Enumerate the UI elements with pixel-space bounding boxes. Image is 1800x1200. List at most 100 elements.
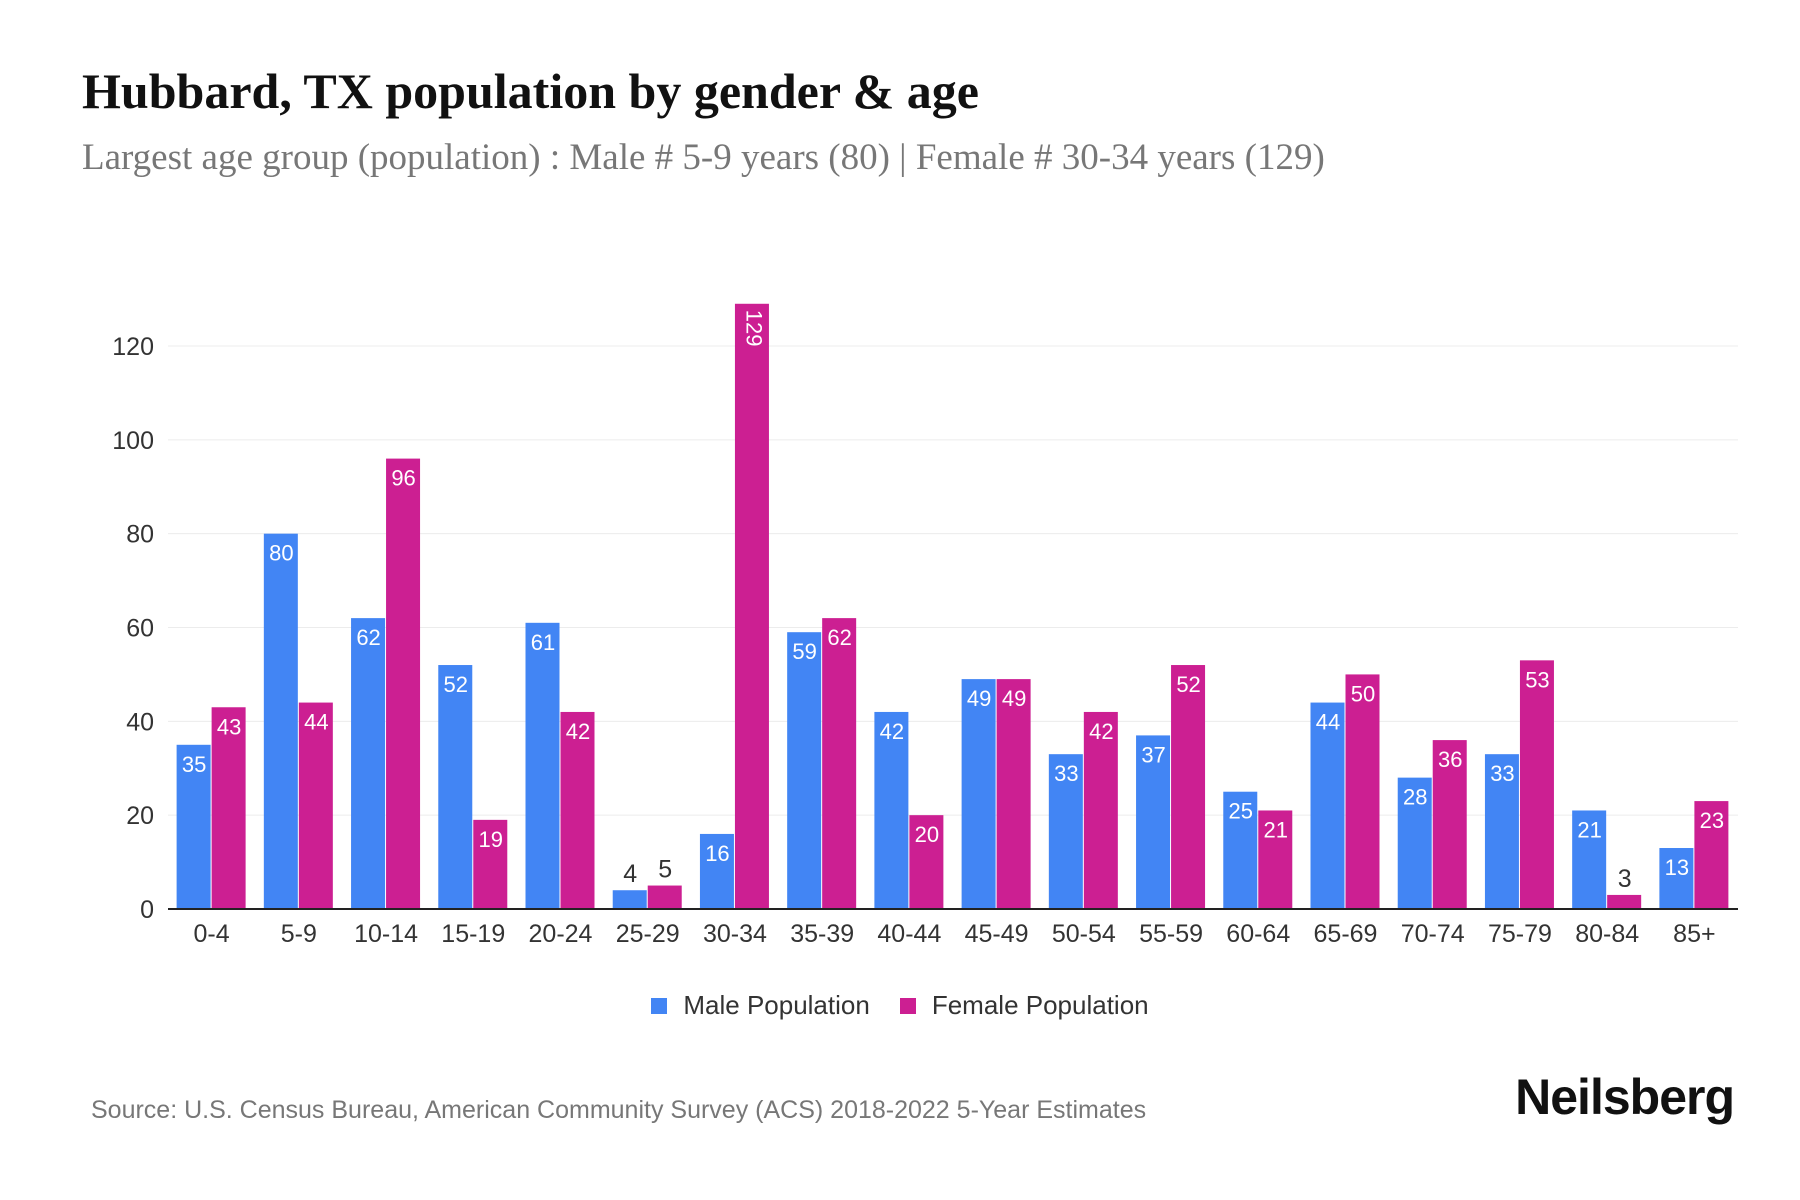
data-label: 53: [1525, 667, 1549, 692]
bar-female: [1432, 740, 1467, 909]
bar-male: [1659, 848, 1694, 909]
x-tick-label: 25-29: [616, 920, 680, 948]
data-label: 49: [1002, 686, 1026, 711]
data-label: 33: [1054, 761, 1078, 786]
data-label: 4: [623, 860, 637, 888]
x-tick-label: 65-69: [1314, 920, 1378, 948]
bar-male: [874, 711, 909, 909]
bar-male: [1397, 777, 1432, 909]
y-tick-label: 120: [112, 333, 154, 361]
bar-male: [176, 744, 211, 909]
bar-female: [211, 707, 246, 909]
bar-female: [822, 618, 857, 909]
bar-female: [996, 679, 1031, 909]
y-tick-label: 60: [126, 615, 154, 643]
source-note: Source: U.S. Census Bureau, American Com…: [91, 1096, 1147, 1124]
data-label: 42: [1089, 719, 1113, 744]
y-tick-label: 0: [140, 896, 154, 924]
bar-male: [263, 533, 298, 909]
x-tick-label: 20-24: [529, 920, 593, 948]
data-label: 44: [304, 710, 328, 735]
x-tick-label: 70-74: [1401, 920, 1465, 948]
data-label: 50: [1351, 681, 1375, 706]
legend-label-female: Female Population: [931, 990, 1149, 1020]
bar-female: [1607, 894, 1642, 909]
bar-female: [1519, 660, 1554, 909]
x-tick-label: 80-84: [1575, 920, 1639, 948]
bar-male: [525, 622, 560, 909]
bar-female: [734, 303, 769, 909]
data-label: 44: [1316, 710, 1340, 735]
legend-item-male[interactable]: Male Population: [651, 990, 870, 1021]
data-label: 21: [1264, 817, 1288, 842]
bar-male: [612, 890, 647, 909]
legend-swatch-female: [899, 997, 916, 1014]
bar-female: [298, 702, 333, 909]
bar-female: [473, 819, 508, 909]
bar-male: [438, 665, 473, 909]
data-label: 52: [1176, 672, 1200, 697]
x-tick-label: 50-54: [1052, 920, 1116, 948]
data-label: 42: [566, 719, 590, 744]
bar-male: [787, 632, 822, 909]
data-label: 43: [217, 714, 241, 739]
data-label: 61: [531, 630, 555, 655]
x-tick-label: 5-9: [281, 920, 317, 948]
data-label: 42: [880, 719, 904, 744]
bar-male: [1223, 791, 1258, 909]
bar-female: [1171, 665, 1206, 909]
bar-male: [1484, 754, 1519, 909]
data-label: 80: [269, 541, 293, 566]
data-label: 36: [1438, 747, 1462, 772]
data-label: 5: [658, 856, 672, 884]
chart-subtitle: Largest age group (population) : Male # …: [82, 137, 1325, 178]
data-label: 21: [1577, 817, 1601, 842]
bar-male: [1136, 735, 1171, 909]
data-label: 37: [1141, 742, 1165, 767]
data-label: 129: [742, 310, 767, 347]
bar-male: [1310, 702, 1345, 909]
x-tick-label: 55-59: [1139, 920, 1203, 948]
data-label: 16: [705, 841, 729, 866]
x-tick-label: 0-4: [194, 920, 230, 948]
data-label: 33: [1490, 761, 1514, 786]
bar-female: [1345, 674, 1380, 909]
x-tick-label: 15-19: [441, 920, 505, 948]
bar-male: [351, 618, 386, 909]
bar-female: [1694, 801, 1729, 909]
bar-male: [1048, 754, 1083, 909]
bar-female: [386, 458, 421, 909]
data-label: 23: [1700, 808, 1724, 833]
x-tick-label: 10-14: [354, 920, 418, 948]
data-label: 3: [1618, 865, 1632, 893]
legend-label-male: Male Population: [683, 990, 870, 1020]
bar-male: [699, 833, 734, 909]
x-tick-label: 60-64: [1226, 920, 1290, 948]
legend-item-female[interactable]: Female Population: [899, 990, 1149, 1021]
bar-male: [1572, 810, 1607, 909]
bar-male: [961, 679, 996, 909]
data-label: 28: [1403, 785, 1427, 810]
bar-female: [909, 815, 944, 909]
data-label: 96: [391, 466, 415, 491]
data-label: 52: [444, 672, 468, 697]
y-tick-label: 100: [112, 427, 154, 455]
data-label: 59: [792, 639, 816, 664]
x-tick-label: 75-79: [1488, 920, 1552, 948]
data-label: 62: [356, 625, 380, 650]
data-label: 62: [827, 625, 851, 650]
bar-female: [1258, 810, 1293, 909]
data-label: 13: [1665, 855, 1689, 880]
bar-female: [1083, 711, 1118, 909]
legend: Male Population Female Population: [0, 990, 1800, 1021]
chart-title: Hubbard, TX population by gender & age: [82, 63, 979, 119]
bar-female: [560, 711, 595, 909]
neilsberg-logo: Neilsberg: [1515, 1069, 1735, 1125]
data-label: 25: [1229, 799, 1253, 824]
y-tick-label: 80: [126, 521, 154, 549]
data-label: 19: [479, 827, 503, 852]
x-tick-label: 40-44: [877, 920, 941, 948]
y-tick-label: 40: [126, 708, 154, 736]
x-tick-label: 45-49: [965, 920, 1029, 948]
